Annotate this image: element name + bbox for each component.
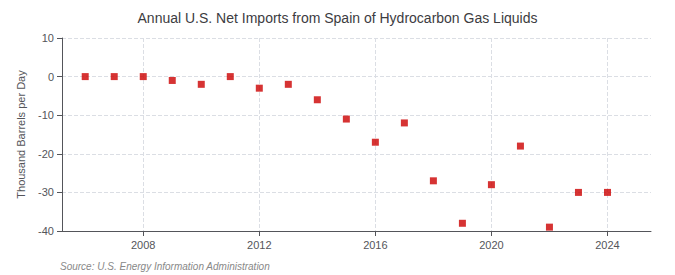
svg-text:2008: 2008	[131, 239, 155, 251]
svg-text:Annual U.S. Net Imports from S: Annual U.S. Net Imports from Spain of Hy…	[138, 10, 538, 26]
svg-text:0: 0	[48, 71, 54, 83]
svg-text:2016: 2016	[363, 239, 387, 251]
svg-text:2020: 2020	[479, 239, 503, 251]
svg-text:2012: 2012	[247, 239, 271, 251]
svg-text:Source: U.S. Energy Informatio: Source: U.S. Energy Information Administ…	[60, 261, 270, 272]
svg-text:10: 10	[42, 32, 54, 44]
svg-text:-10: -10	[38, 109, 54, 121]
svg-text:2024: 2024	[595, 239, 619, 251]
svg-text:-30: -30	[38, 186, 54, 198]
svg-text:-40: -40	[38, 225, 54, 237]
svg-text:Thousand Barrels per Day: Thousand Barrels per Day	[15, 70, 27, 199]
svg-text:-20: -20	[38, 148, 54, 160]
